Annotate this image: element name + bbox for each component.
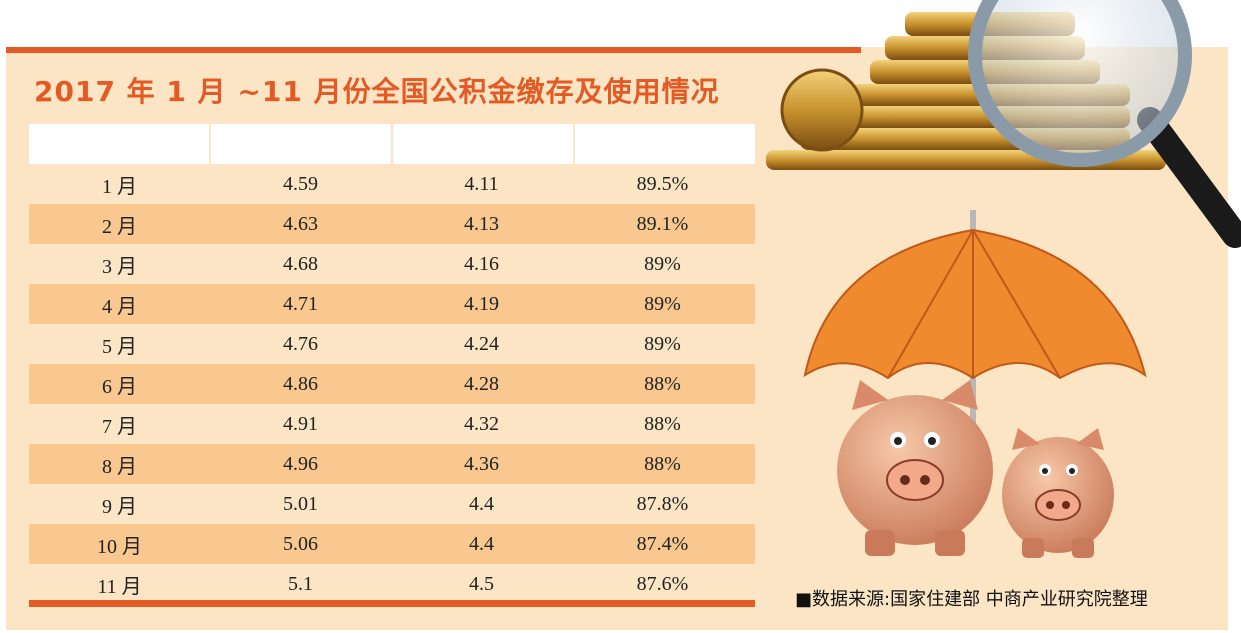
table-row: 5 月 4.76 4.24 89% xyxy=(29,324,755,364)
table-header xyxy=(29,124,755,164)
header-cell xyxy=(29,124,209,164)
piggy-bank-icon xyxy=(837,380,1114,558)
month-cell: 4 月 xyxy=(102,295,137,318)
value-cell: 4.13 xyxy=(464,212,499,235)
value-cell: 4.4 xyxy=(469,532,494,555)
month-cell: 6 月 xyxy=(102,375,137,398)
illustration xyxy=(766,0,1241,558)
value-cell: 88% xyxy=(644,372,681,395)
value-cell: 87.4% xyxy=(636,532,689,555)
value-cell: 4.96 xyxy=(283,452,318,475)
table-body: 1 月 4.59 4.11 89.5% 2 月 4.63 4.13 89.1% 3 月 4.68 4… xyxy=(29,164,755,604)
value-cell: 4.76 xyxy=(283,332,318,355)
table-row: 2 月 4.63 4.13 89.1% xyxy=(29,204,755,244)
table-row: 3 月 4.68 4.16 89% xyxy=(29,244,755,284)
value-cell: 4.86 xyxy=(283,372,318,395)
table-row: 11 月 5.1 4.5 87.6% xyxy=(29,564,755,604)
value-cell: 4.32 xyxy=(464,412,499,435)
value-cell: 4.5 xyxy=(469,572,494,595)
value-cell: 4.91 xyxy=(283,412,318,435)
month-cell: 7 月 xyxy=(102,415,137,438)
value-cell: 89% xyxy=(644,292,681,315)
table-row: 6 月 4.86 4.28 88% xyxy=(29,364,755,404)
source-note: ■数据来源:国家住建部 中商产业研究院整理 xyxy=(795,589,1148,610)
value-cell: 4.63 xyxy=(283,212,318,235)
value-cell: 4.71 xyxy=(283,292,318,315)
value-cell: 4.19 xyxy=(464,292,499,315)
value-cell: 4.59 xyxy=(283,172,318,195)
month-cell: 10 月 xyxy=(97,535,142,558)
value-cell: 5.06 xyxy=(283,532,318,555)
table-row: 4 月 4.71 4.19 89% xyxy=(29,284,755,324)
value-cell: 4.28 xyxy=(464,372,499,395)
umbrella-icon xyxy=(803,210,1147,440)
header-cell xyxy=(575,124,755,164)
value-cell: 5.1 xyxy=(288,572,313,595)
bottom-rule xyxy=(29,600,755,607)
top-rule xyxy=(6,47,861,53)
value-cell: 5.01 xyxy=(283,492,318,515)
month-cell: 2 月 xyxy=(102,215,137,238)
value-cell: 4.11 xyxy=(464,172,499,195)
magnifier-icon xyxy=(968,0,1241,248)
value-cell: 89.1% xyxy=(636,212,689,235)
table-row: 1 月 4.59 4.11 89.5% xyxy=(29,164,755,204)
value-cell: 87.8% xyxy=(636,492,689,515)
month-cell: 8 月 xyxy=(102,455,137,478)
value-cell: 4.16 xyxy=(464,252,499,275)
table-row: 9 月 5.01 4.4 87.8% xyxy=(29,484,755,524)
month-cell: 9 月 xyxy=(102,495,137,518)
value-cell: 87.6% xyxy=(636,572,689,595)
table-row: 7 月 4.91 4.32 88% xyxy=(29,404,755,444)
value-cell: 89.5% xyxy=(636,172,689,195)
table-row: 10 月 5.06 4.4 87.4% xyxy=(29,524,755,564)
header-cell xyxy=(211,124,391,164)
value-cell: 4.4 xyxy=(469,492,494,515)
value-cell: 4.36 xyxy=(464,452,499,475)
month-cell: 5 月 xyxy=(102,335,137,358)
value-cell: 4.24 xyxy=(464,332,499,355)
month-cell: 1 月 xyxy=(102,175,137,198)
chart-title: 2017 年 1 月 ~11 月份全国公积金缴存及使用情况 xyxy=(34,75,720,108)
header-cell xyxy=(393,124,573,164)
data-table: 1 月 4.59 4.11 89.5% 2 月 4.63 4.13 89.1% 3 月 4.68 4… xyxy=(29,124,755,604)
value-cell: 4.68 xyxy=(283,252,318,275)
value-cell: 88% xyxy=(644,452,681,475)
month-cell: 11 月 xyxy=(97,575,142,598)
value-cell: 88% xyxy=(644,412,681,435)
table-row: 8 月 4.96 4.36 88% xyxy=(29,444,755,484)
value-cell: 89% xyxy=(644,252,681,275)
value-cell: 89% xyxy=(644,332,681,355)
month-cell: 3 月 xyxy=(102,255,137,278)
